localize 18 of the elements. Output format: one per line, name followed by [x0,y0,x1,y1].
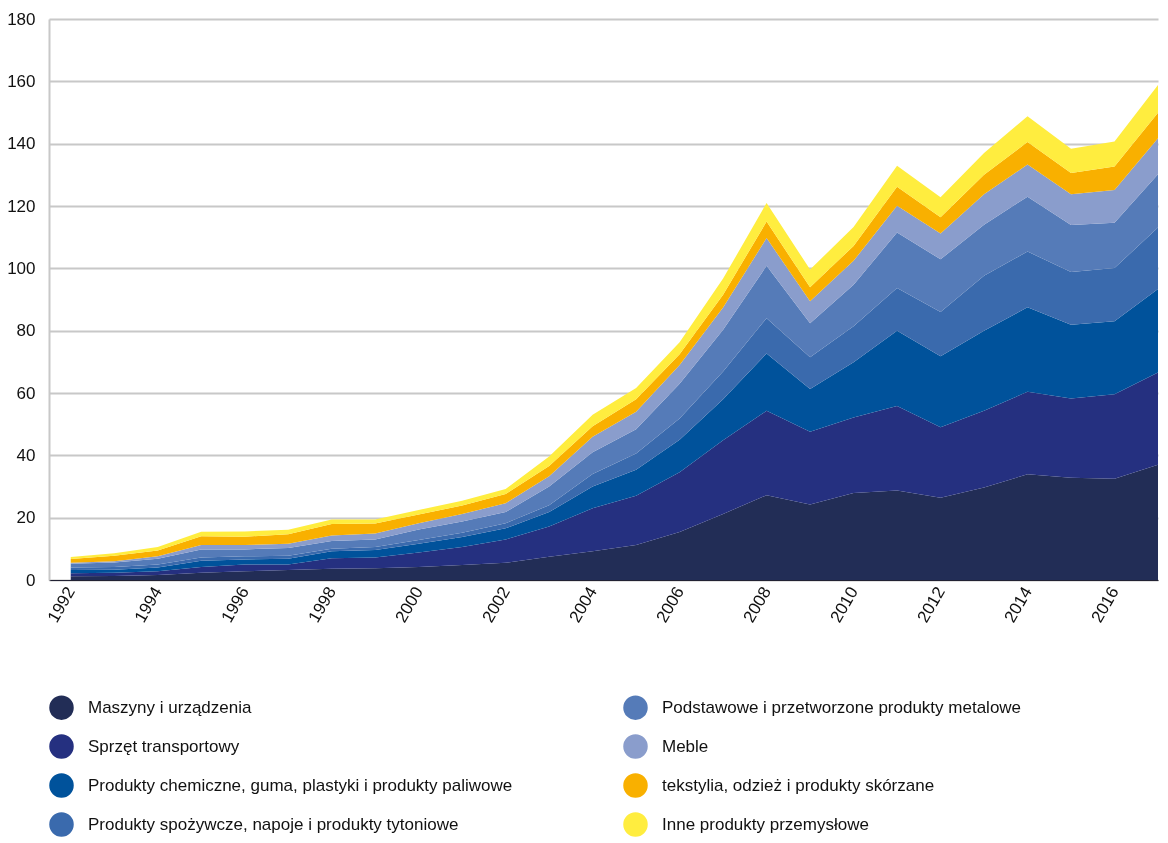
legend-label: Produkty chemiczne, guma, plastyki i produkty paliwowe [88,775,513,795]
y-tick-label: 160 [7,71,36,91]
legend-label: Sprzęt transportowy [88,736,240,756]
legend-label: Maszyny i urządzenia [88,697,252,717]
y-tick-label: 100 [7,258,36,278]
legend-label: Meble [662,736,709,756]
y-tick-label: 40 [16,445,36,465]
y-tick-label: 140 [7,134,36,154]
y-tick-label: 0 [26,570,36,590]
y-tick-label: 60 [16,383,36,403]
legend-label: Inne produkty przemysłowe [662,814,869,834]
legend-label: Podstawowe i przetworzone produkty metalowe [662,697,1022,717]
y-tick-label: 120 [7,196,36,216]
y-tick-label: 20 [16,508,36,528]
legend-label: tekstylia, odzież i produkty skórzane [662,775,935,795]
y-tick-label: 180 [7,9,36,29]
y-tick-label: 80 [16,321,36,341]
legend-label: Produkty spożywcze, napoje i produkty tytoniowe [88,814,459,834]
